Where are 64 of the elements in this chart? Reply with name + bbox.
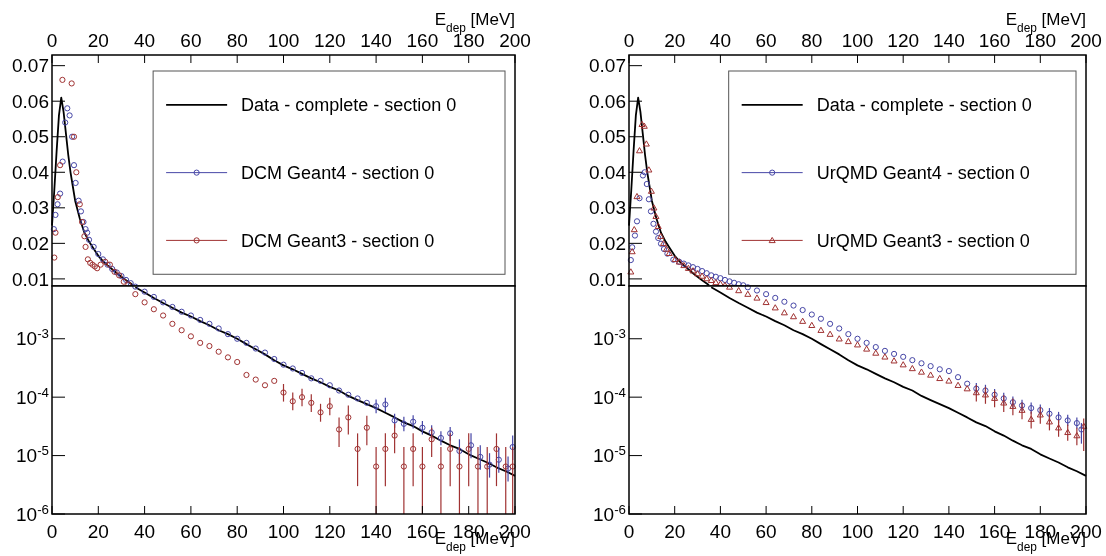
legend-label: DCM Geant4 - section 0	[241, 162, 435, 183]
y-tick-label: 0.03	[589, 197, 626, 219]
y-tick-label: 0.03	[12, 197, 49, 219]
x-tick-label: 120	[313, 520, 346, 542]
y-tick-label: 0.01	[589, 268, 626, 290]
legend-label: UrQMD Geant4 - section 0	[816, 162, 1030, 183]
y-tick-label: 0.02	[589, 233, 626, 254]
y-tick-label: 10$^{-5}$	[593, 442, 626, 467]
x-tick-label: 120	[313, 30, 346, 51]
x-tick-label: 140	[933, 30, 965, 51]
x-tick-label: 20	[664, 30, 686, 51]
x-tick-label: 60	[180, 30, 202, 51]
y-tick-label: 0.04	[589, 161, 627, 183]
y-tick-label: 0.06	[589, 90, 626, 112]
x-tick-label: 100	[267, 520, 300, 542]
x-tick-label: 20	[87, 520, 109, 542]
y-tick-label: 0.02	[12, 233, 49, 254]
x-tick-label: 60	[755, 30, 777, 51]
x-tick-label: 120	[887, 30, 920, 51]
y-tick-label: 0.04	[12, 161, 50, 183]
x-tick-label: 140	[360, 30, 392, 51]
y-tick-label: 10$^{-4}$	[16, 384, 49, 408]
y-tick-label: 0.05	[589, 126, 626, 148]
y-tick-label: 0.06	[12, 90, 49, 112]
legend-label: Data - complete - section 0	[816, 95, 1032, 116]
y-tick-label: 10$^{-3}$	[593, 325, 626, 350]
y-tick-label: 10$^{-3}$	[16, 325, 49, 350]
x-tick-label: 100	[841, 520, 874, 542]
x-tick-label: 80	[801, 30, 823, 51]
x-tick-label: 20	[87, 30, 109, 51]
x-tick-label: 80	[801, 520, 823, 542]
y-tick-label: 0.07	[12, 55, 49, 77]
y-tick-label: 10$^{-6}$	[16, 501, 49, 525]
y-tick-label: 0.01	[12, 268, 49, 290]
x-tick-label: 120	[887, 520, 920, 542]
legend-label: DCM Geant3 - section 0	[241, 230, 435, 251]
x-tick-label: 200	[499, 30, 531, 51]
y-tick-label: 10$^{-5}$	[16, 442, 49, 467]
y-tick-label: 0.07	[589, 55, 626, 77]
x-tick-label: 100	[267, 30, 300, 51]
x-tick-label: 0	[623, 30, 635, 51]
x-tick-label: 160	[406, 30, 439, 51]
x-tick-label: 0	[46, 520, 58, 542]
legend-label: UrQMD Geant3 - section 0	[816, 230, 1030, 251]
x-tick-label: 40	[709, 30, 731, 51]
x-tick-label: 60	[180, 520, 202, 542]
x-tick-label: 140	[933, 520, 965, 542]
y-tick-label: 10$^{-4}$	[593, 384, 626, 408]
x-tick-label: 140	[360, 520, 392, 542]
x-tick-label: 80	[226, 30, 248, 51]
x-tick-label: 200	[1070, 30, 1102, 51]
x-tick-label: 60	[755, 520, 777, 542]
x-tick-label: 40	[134, 30, 156, 51]
y-tick-label: 10$^{-6}$	[593, 501, 626, 525]
x-tick-label: 100	[841, 30, 874, 51]
x-tick-label: 40	[709, 520, 731, 542]
x-tick-label: 0	[46, 30, 58, 51]
x-tick-label: 40	[134, 520, 156, 542]
x-tick-label: 160	[978, 30, 1011, 51]
x-tick-label: 80	[226, 520, 248, 542]
y-tick-label: 0.05	[12, 126, 49, 148]
x-tick-label: 0	[623, 520, 635, 542]
legend-label: Data - complete - section 0	[241, 95, 457, 116]
x-tick-label: 20	[664, 520, 686, 542]
